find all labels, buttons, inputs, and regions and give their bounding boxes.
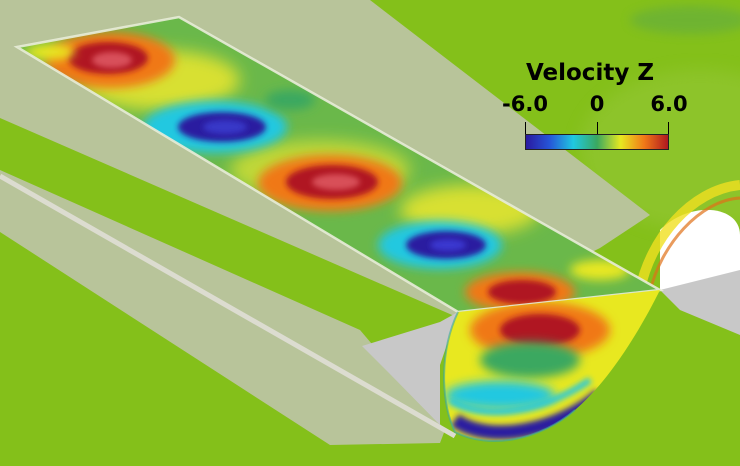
solid-wall-right — [660, 260, 740, 335]
plate-edge — [0, 173, 457, 439]
legend-tick-mark — [525, 122, 526, 136]
legend-tick-max: 6.0 — [650, 92, 688, 116]
recirculation-gap — [660, 209, 740, 290]
oval-outline — [443, 311, 576, 442]
legend-tick-mark — [668, 122, 669, 136]
shear-layer-upper-inner — [648, 196, 740, 293]
legend-tick-mid: 0 — [589, 92, 605, 116]
field-variation — [580, 70, 740, 230]
shear-layer-upper — [635, 180, 740, 292]
velocity-legend: Velocity Z -6.0 0 6.0 — [490, 58, 690, 158]
field-variation — [630, 6, 740, 34]
legend-title: Velocity Z — [525, 60, 655, 86]
solid-wall — [362, 312, 458, 425]
legend-tick-mark — [597, 122, 598, 136]
legend-colorbar — [525, 134, 669, 150]
legend-tick-min: -6.0 — [502, 92, 548, 116]
